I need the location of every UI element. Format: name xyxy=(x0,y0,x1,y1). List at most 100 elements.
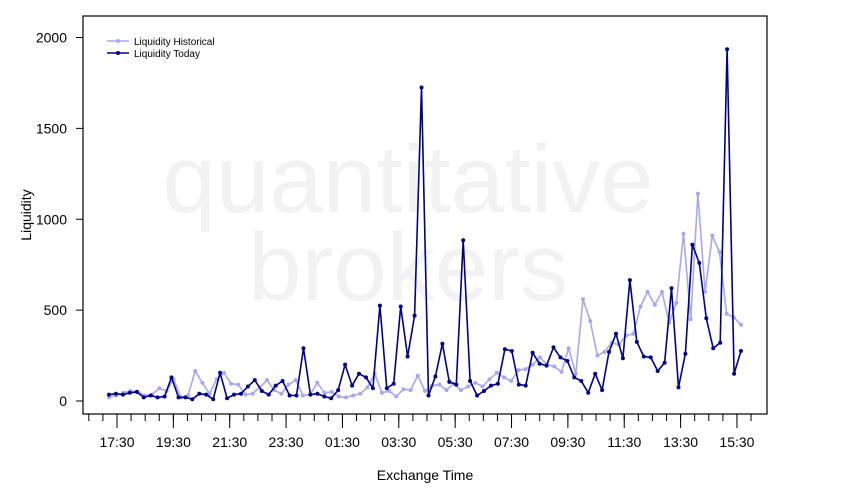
data-point xyxy=(293,378,298,383)
data-point xyxy=(586,390,591,395)
x-tick-label: 13:30 xyxy=(663,434,698,450)
x-tick-label: 01:30 xyxy=(325,434,360,450)
y-tick-label: 500 xyxy=(44,302,68,318)
data-point xyxy=(176,395,181,400)
data-point xyxy=(458,388,463,393)
data-point xyxy=(660,289,664,294)
data-point xyxy=(566,346,571,351)
data-point xyxy=(322,394,327,399)
data-point xyxy=(211,397,216,402)
watermark-line-1: quantitative xyxy=(162,126,653,233)
data-point xyxy=(634,339,639,344)
x-tick-label: 17:30 xyxy=(99,434,134,450)
data-point xyxy=(444,388,449,393)
y-tick-label: 1000 xyxy=(36,211,67,227)
x-tick-label: 23:30 xyxy=(269,434,304,450)
data-point xyxy=(614,331,618,336)
data-point xyxy=(113,391,118,396)
data-point xyxy=(357,371,361,376)
x-tick-label: 03:30 xyxy=(381,434,416,450)
data-point xyxy=(377,303,382,308)
x-tick-label: 19:30 xyxy=(156,434,191,450)
data-point xyxy=(344,395,348,400)
data-point xyxy=(252,378,257,383)
legend-label-today: Liquidity Today xyxy=(134,49,200,60)
data-point xyxy=(207,391,212,396)
data-point xyxy=(197,391,202,396)
data-point xyxy=(415,373,420,378)
data-point xyxy=(669,286,674,291)
data-point xyxy=(494,370,499,375)
data-point xyxy=(229,381,234,386)
data-point xyxy=(703,289,708,294)
data-point xyxy=(412,313,417,318)
data-point xyxy=(384,386,389,391)
data-point xyxy=(466,384,471,389)
data-point xyxy=(236,382,241,387)
data-point xyxy=(157,386,162,391)
data-point xyxy=(141,395,146,400)
plot-frame xyxy=(82,15,768,415)
data-point xyxy=(148,393,153,398)
data-point xyxy=(329,396,334,401)
data-point xyxy=(739,322,743,327)
data-point xyxy=(440,341,445,346)
data-point xyxy=(724,311,729,316)
data-point xyxy=(250,391,255,396)
data-point xyxy=(681,231,686,236)
legend-marker-today xyxy=(116,51,120,55)
data-point xyxy=(544,363,549,368)
data-point xyxy=(473,380,478,385)
data-point xyxy=(394,394,399,399)
x-tick-label: 11:30 xyxy=(607,434,641,450)
data-point xyxy=(710,233,715,238)
data-point xyxy=(595,353,600,358)
data-point xyxy=(350,383,355,388)
x-tick-label: 21:30 xyxy=(212,434,247,450)
data-point xyxy=(190,397,195,402)
series-historical xyxy=(107,191,743,400)
data-point xyxy=(308,392,313,397)
data-point xyxy=(336,394,341,399)
data-point xyxy=(365,385,370,390)
data-point xyxy=(423,389,427,393)
data-point xyxy=(530,350,535,355)
data-point xyxy=(243,392,248,397)
data-point xyxy=(426,393,431,398)
data-point xyxy=(683,351,688,356)
data-point xyxy=(717,250,722,254)
data-point xyxy=(551,345,556,350)
data-point xyxy=(391,381,396,386)
data-point xyxy=(559,369,564,374)
data-point xyxy=(315,380,320,385)
data-point xyxy=(662,360,667,365)
data-point xyxy=(294,393,299,398)
data-point xyxy=(239,391,243,396)
watermark-line-2: brokers xyxy=(248,214,568,321)
data-point xyxy=(468,379,473,383)
y-tick-label: 0 xyxy=(59,393,67,409)
data-point xyxy=(155,395,160,400)
data-point xyxy=(398,304,403,309)
data-point xyxy=(593,371,598,376)
data-point xyxy=(688,317,693,322)
data-point xyxy=(259,389,264,393)
data-point xyxy=(600,388,605,393)
data-point xyxy=(419,85,424,90)
data-point xyxy=(120,392,125,397)
data-point xyxy=(265,378,269,383)
data-point xyxy=(279,391,284,396)
data-point xyxy=(183,395,188,400)
data-point xyxy=(301,346,306,351)
data-point xyxy=(336,388,341,393)
data-point xyxy=(690,242,695,247)
data-point xyxy=(266,392,271,397)
data-point xyxy=(588,319,593,323)
data-point xyxy=(193,369,198,373)
data-point xyxy=(627,278,632,283)
data-point xyxy=(387,389,392,393)
data-point xyxy=(530,362,535,367)
legend-label-historical: Liquidity Historical xyxy=(134,37,215,48)
data-point xyxy=(509,379,514,383)
